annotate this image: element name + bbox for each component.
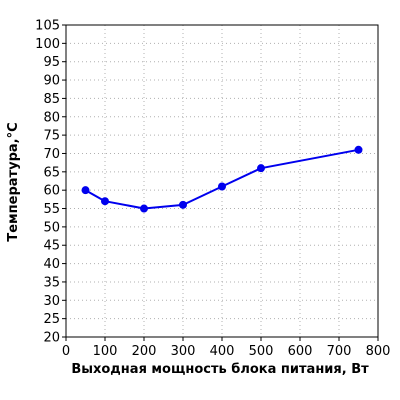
y-tick-label: 100	[35, 37, 60, 52]
y-axis-title: Температура,°С	[6, 122, 21, 241]
x-tick-label: 500	[249, 344, 274, 359]
y-tick-label: 70	[43, 147, 60, 162]
data-point	[140, 204, 148, 213]
y-tick-label: 35	[43, 275, 60, 290]
y-tick-label: 95	[43, 55, 60, 70]
x-axis-title: Выходная мощность блока питания, Вт	[71, 362, 369, 377]
y-tick-label: 80	[43, 110, 60, 125]
gridlines	[66, 25, 378, 337]
y-tick-label: 90	[43, 74, 60, 89]
y-tick-label: 40	[43, 257, 60, 272]
x-tick-label: 800	[366, 344, 391, 359]
data-point	[179, 200, 187, 209]
x-tick-label: 300	[171, 344, 196, 359]
y-tick-label: 85	[43, 92, 60, 107]
y-tick-label: 105	[35, 19, 60, 34]
y-tick-label: 50	[43, 220, 60, 235]
y-tick-label: 60	[43, 184, 60, 199]
series-layer	[81, 145, 363, 213]
y-tick-label: 25	[43, 312, 60, 327]
data-point	[257, 164, 265, 173]
data-point	[218, 182, 226, 191]
x-axis-tick-labels: 0 100 200 300 400 500 600 700 800	[62, 344, 391, 359]
y-tick-label: 65	[43, 165, 60, 180]
x-tick-label: 700	[327, 344, 352, 359]
y-axis-tick-labels: 20 25 30 35 40 45 50 55 60 65 70 75 80 85 90 95 100 105	[35, 19, 60, 346]
data-point	[81, 186, 90, 195]
x-tick-label: 400	[210, 344, 235, 359]
y-tick-label: 20	[43, 331, 60, 346]
y-tick-label: 55	[43, 202, 60, 217]
x-tick-label: 100	[93, 344, 118, 359]
x-tick-label: 600	[288, 344, 313, 359]
y-tick-label: 45	[43, 239, 60, 254]
data-point	[101, 197, 109, 206]
y-tick-label: 30	[43, 294, 60, 309]
data-point	[354, 145, 363, 154]
x-tick-label: 0	[62, 344, 70, 359]
y-tick-label: 75	[43, 129, 60, 144]
x-tick-label: 200	[132, 344, 157, 359]
axis-ticks	[62, 24, 379, 341]
